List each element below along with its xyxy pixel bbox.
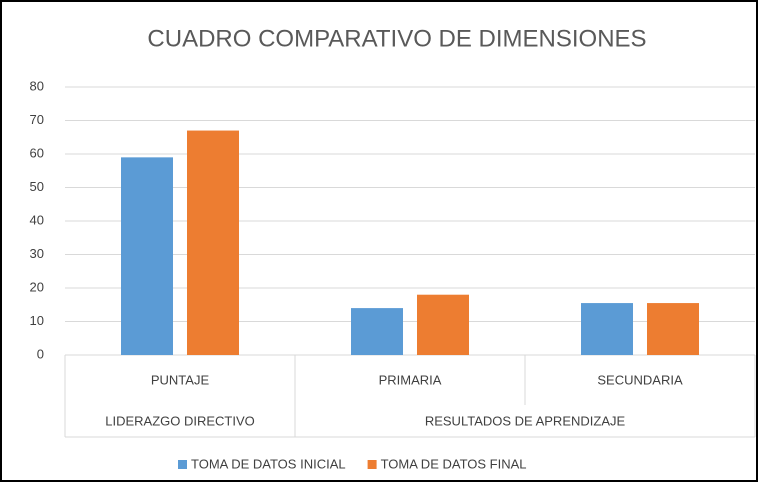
y-tick-label: 30: [30, 246, 44, 261]
y-tick-label: 0: [37, 346, 44, 361]
y-tick-label: 20: [30, 279, 44, 294]
y-tick-label: 60: [30, 145, 44, 160]
group-label: LIDERAZGO DIRECTIVO: [105, 413, 255, 428]
legend-swatch: [178, 460, 187, 469]
legend-swatch: [367, 460, 377, 469]
y-tick-label: 10: [30, 313, 44, 328]
y-tick-label: 80: [30, 78, 44, 93]
y-tick-label: 40: [30, 212, 44, 227]
bar: [417, 294, 469, 355]
bar: [647, 303, 699, 355]
y-tick-label: 50: [30, 179, 44, 194]
bar: [581, 303, 633, 355]
group-label: RESULTADOS DE APRENDIZAJE: [425, 413, 626, 428]
legend-label: TOMA DE DATOS FINAL: [381, 456, 527, 471]
x-tick-label: SECUNDARIA: [597, 372, 683, 387]
bar: [351, 308, 403, 355]
bar: [187, 130, 239, 355]
x-tick-label: PUNTAJE: [151, 372, 210, 387]
x-tick-label: PRIMARIA: [379, 372, 442, 387]
bar: [121, 157, 173, 355]
legend-label: TOMA DE DATOS INICIAL: [191, 456, 346, 471]
y-tick-label: 70: [30, 112, 44, 127]
chart-title: CUADRO COMPARATIVO DE DIMENSIONES: [147, 25, 646, 52]
